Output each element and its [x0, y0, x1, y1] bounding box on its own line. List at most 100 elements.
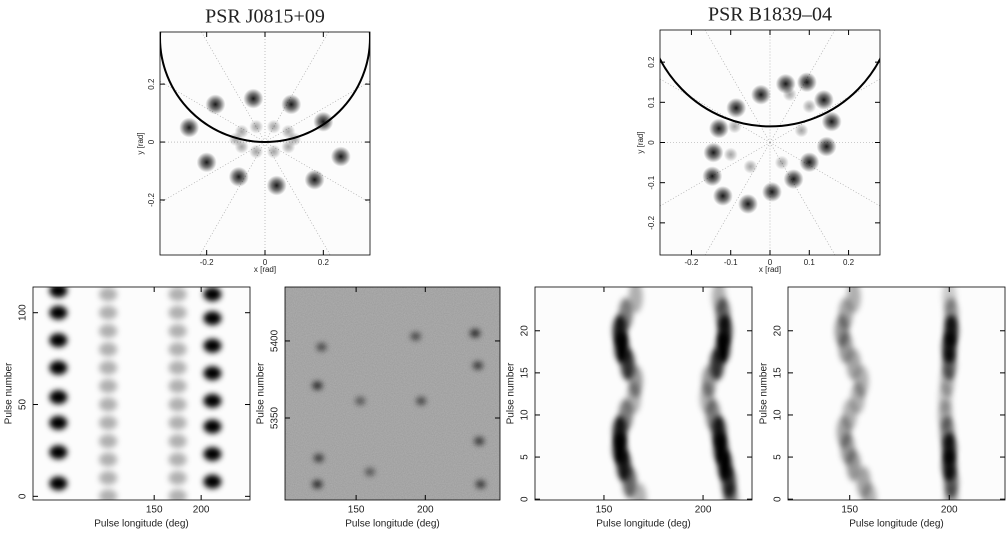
subpulse — [99, 379, 118, 394]
panel — [660, 30, 880, 255]
guide-line — [264, 32, 329, 143]
x-tick-label: -0.1 — [724, 258, 738, 267]
y-tick-label: 10 — [520, 409, 531, 421]
subpulse — [312, 480, 323, 489]
subpulse — [168, 342, 187, 357]
y-tick-label: 15 — [773, 367, 784, 379]
x-tick-label: 150 — [348, 505, 365, 516]
subpulse — [312, 381, 323, 390]
guide-line — [199, 141, 266, 255]
subpulse — [99, 415, 118, 430]
subpulse — [49, 390, 68, 405]
subpulse — [168, 452, 187, 467]
chart-title: PSR B1839–04 — [708, 4, 832, 26]
subpulse — [99, 489, 118, 500]
subpulse — [168, 489, 187, 500]
subpulse — [628, 287, 643, 314]
x-axis-label: Pulse longitude (deg) — [94, 519, 189, 530]
y-tick-label: -0.2 — [147, 193, 156, 207]
subpulse — [316, 343, 327, 352]
x-tick-label: 0.1 — [804, 258, 816, 267]
line-of-sight — [660, 56, 880, 128]
y-axis-label: Pulse number — [4, 362, 15, 424]
beam — [266, 119, 281, 134]
beam — [782, 87, 797, 102]
beam — [249, 144, 264, 159]
plot-background — [788, 287, 1005, 500]
y-axis-label: Pulse number — [759, 362, 770, 424]
beam — [813, 89, 834, 110]
y-tick-label: 0 — [18, 493, 29, 499]
x-tick-label: 0.2 — [318, 258, 330, 267]
y-axis-label: Pulse number — [256, 362, 267, 424]
subpulse — [49, 360, 68, 375]
beam — [796, 72, 817, 93]
y-axis-label: Pulse number — [506, 362, 517, 424]
beam — [249, 119, 264, 134]
subpulse — [475, 480, 486, 489]
beam — [234, 124, 249, 139]
beam — [712, 185, 733, 206]
noise — [285, 287, 500, 500]
line-of-sight — [160, 32, 370, 144]
subpulse — [99, 287, 118, 302]
beam — [726, 97, 747, 118]
beam — [304, 169, 325, 190]
guide-line — [264, 141, 331, 255]
subpulse — [203, 311, 222, 326]
subpulse — [474, 437, 485, 446]
y-tick-label: 50 — [18, 399, 29, 411]
beam — [743, 159, 758, 174]
x-tick-label: 150 — [596, 505, 613, 516]
beam — [243, 88, 264, 109]
subpulse — [168, 379, 187, 394]
y-tick-label: 5400 — [270, 329, 281, 352]
beam — [821, 111, 842, 132]
beam — [281, 139, 296, 154]
subpulse — [203, 474, 222, 489]
subpulse — [99, 397, 118, 412]
plot-frame — [787, 286, 1006, 501]
subpulse — [313, 454, 324, 463]
beam — [205, 94, 226, 115]
x-tick-label: 200 — [193, 505, 210, 516]
guide-line — [704, 30, 771, 143]
subpulse — [168, 287, 187, 302]
x-tick-label: 200 — [417, 505, 434, 516]
subpulse — [203, 419, 222, 434]
beam — [794, 123, 809, 138]
subpulse — [942, 287, 957, 314]
x-axis-label: Pulse longitude (deg) — [596, 519, 691, 530]
beam — [750, 84, 771, 105]
subpulse — [618, 297, 633, 330]
guide-line — [160, 141, 266, 204]
beam — [281, 94, 302, 115]
y-tick-label: 0.1 — [647, 96, 656, 108]
y-tick-label: 5 — [773, 454, 784, 460]
beam — [266, 175, 287, 196]
panel — [160, 32, 370, 255]
x-tick-label: 0.2 — [843, 258, 855, 267]
panel — [535, 287, 752, 500]
y-tick-label: 20 — [773, 325, 784, 337]
subpulse — [49, 305, 68, 320]
x-axis-label: x [rad] — [254, 265, 276, 274]
beam — [799, 152, 820, 173]
subpulse — [203, 338, 222, 353]
beam — [738, 193, 758, 214]
y-tick-label: 5350 — [270, 406, 281, 429]
beam — [234, 139, 249, 154]
subpulse — [355, 397, 366, 406]
x-tick-label: 150 — [841, 505, 858, 516]
x-axis-label: Pulse longitude (deg) — [849, 519, 944, 530]
subpulse — [99, 470, 118, 485]
subpulse — [49, 333, 68, 348]
subpulse — [49, 415, 68, 430]
subpulse — [99, 452, 118, 467]
x-tick-label: 0 — [263, 258, 268, 267]
subpulse — [99, 360, 118, 375]
beam — [761, 181, 782, 202]
panel — [788, 287, 1005, 500]
beam — [702, 166, 723, 187]
